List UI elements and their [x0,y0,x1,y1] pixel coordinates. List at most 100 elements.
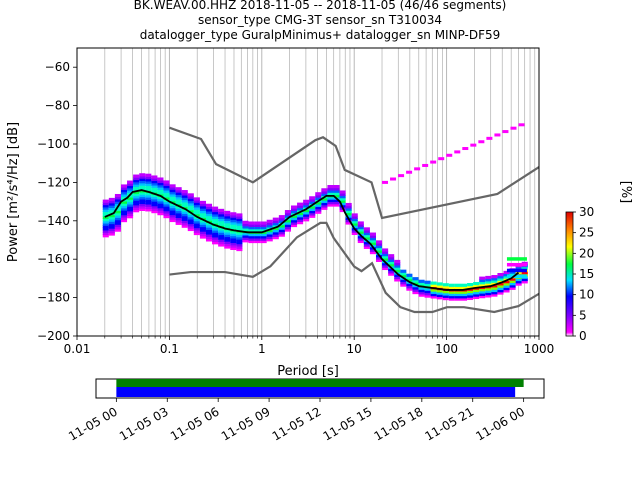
ppsd-cell [503,282,510,286]
ppsd-cell [151,184,158,188]
ppsd-cell [151,198,158,202]
ppsd-cell [236,245,243,249]
ppsd-cell [388,258,395,262]
ppsd-cell [187,197,194,202]
ppsd-cell [157,207,164,211]
ppsd-cell [230,239,237,244]
ppsd-cell [438,157,445,161]
ppsd-cell [369,239,376,243]
ppsd-cell [321,199,328,203]
ppsd-cell [169,202,176,206]
ppsd-cell [230,223,237,227]
ppsd-cell [127,196,134,200]
ppsd-cell [145,194,152,198]
ppsd-cell [515,270,522,275]
ppsd-cell [133,186,140,190]
colorbar-tick-label: 20 [579,246,594,260]
ppsd-cell [236,224,243,229]
ppsd-cell [242,220,249,224]
ppsd-cell [175,194,182,198]
ppsd-cell [218,238,225,242]
ppsd-cell [248,226,255,230]
ppsd-cell [218,222,225,226]
ppsd-cell [224,233,231,238]
ppsd-cell [133,199,140,204]
ppsd-cell [412,284,419,288]
ppsd-cell [224,213,231,217]
ppsd-cell [357,230,364,234]
timeline-tick-label: 11-05 18 [372,404,426,443]
colorbar [565,211,574,337]
ppsd-cell [151,205,158,209]
ppsd-cell [357,239,364,244]
ppsd-cell [503,270,510,275]
ppsd-cell [297,204,304,209]
ppsd-cell [157,184,164,188]
ppsd-cell [363,234,370,238]
ppsd-cell [339,197,346,201]
colorbar-tick-label: 30 [579,205,594,219]
ppsd-cell [175,212,182,216]
ppsd-cell [351,215,358,219]
ppsd-cell [467,292,474,296]
ppsd-cell [491,293,498,297]
ppsd-cell [260,233,267,237]
colorbar-tick-label: 0 [579,329,587,343]
ppsd-cell [448,283,455,287]
ppsd-cell [157,205,164,209]
ppsd-cell [418,279,425,283]
ppsd-cell [497,286,504,291]
noise-models [169,126,539,314]
ppsd-cell [394,276,401,280]
ppsd-cell [205,229,213,233]
ppsd-cell [145,173,152,177]
ppsd-cell [205,212,213,217]
ppsd-cell [230,214,237,218]
ppsd-cell [491,279,498,283]
ppsd-cell [418,291,425,295]
ppsd-cell [486,136,493,140]
ppsd-cell [193,211,200,215]
ppsd-cell [491,275,498,279]
ppsd-cell [467,282,474,287]
ppsd-cell [272,233,279,237]
ppsd-cell [248,235,255,239]
ppsd-cell [145,185,152,189]
ppsd-cell [224,229,231,233]
ppsd-cell [436,284,443,288]
ppsd-cell [345,202,352,207]
ppsd-cell [205,231,213,235]
ppsd-cell [266,233,273,237]
ppsd-cell [248,223,255,227]
y-axis: −200 −180 −160 −140 −120 −100 −80 −60 [37,60,77,343]
ppsd-cell [114,210,121,214]
ppsd-cell [218,227,225,231]
ppsd-cell [260,223,267,227]
ppsd-cell [151,200,158,204]
ppsd-cell [139,175,146,179]
ppsd-cell [133,190,140,194]
ppsd-cell [315,206,322,210]
ppsd-cell [212,218,219,222]
ppsd-cell [163,182,170,186]
ppsd-cell [199,210,206,214]
ppsd-cell [321,197,328,201]
ppsd-cell [157,177,164,181]
ppsd-cell [224,243,231,247]
x-tick-label: 100 [435,342,458,356]
ppsd-cell [506,274,527,278]
x-tick-label: 0.01 [64,342,91,356]
ppsd-cell [454,150,461,154]
ppsd-cell [357,235,364,239]
ppsd-cell [127,212,134,216]
ppsd-cell [321,206,328,210]
ppsd-cell [400,281,407,285]
ppsd-cell [120,184,128,188]
ppsd-cell [303,211,310,215]
ppsd-cell [497,282,504,286]
ppsd-cell [503,286,510,291]
ppsd-cell [266,228,273,233]
ppsd-cell [175,200,182,205]
ppsd-cell [133,179,140,183]
ppsd-cell [375,251,383,256]
